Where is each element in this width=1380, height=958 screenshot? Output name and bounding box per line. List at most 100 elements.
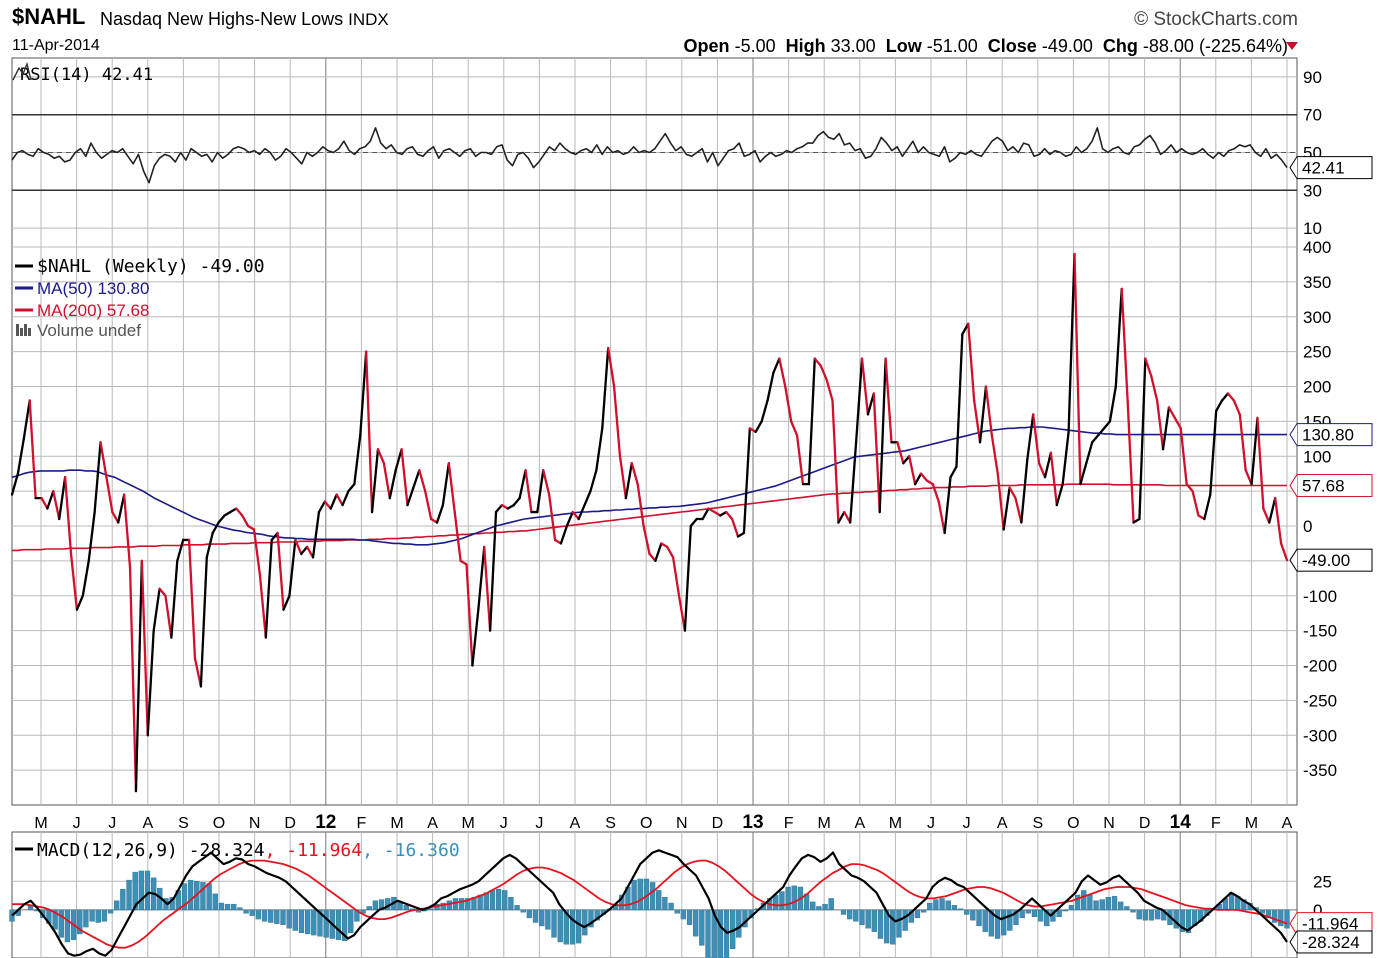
macd-histogram-bar xyxy=(662,897,668,911)
macd-histogram-bar xyxy=(686,909,693,925)
macd-histogram-bar xyxy=(619,894,625,911)
macd-histogram-bar xyxy=(114,900,120,911)
macd-histogram-bar xyxy=(200,882,206,911)
price-segment xyxy=(418,469,427,493)
price-segment xyxy=(990,434,999,475)
macd-histogram-bar xyxy=(1031,909,1038,917)
macd-histogram-bar xyxy=(348,909,354,934)
brand-logo[interactable]: © StockCharts.com xyxy=(1134,9,1298,31)
price-segment xyxy=(1079,462,1088,486)
price-segment xyxy=(760,399,769,423)
x-tick-label: N xyxy=(1103,815,1115,832)
price-segment xyxy=(730,517,740,538)
macd-histogram-bar xyxy=(1001,909,1007,936)
price-segment xyxy=(447,462,456,514)
x-tick-label: A xyxy=(997,815,1008,832)
price-segment xyxy=(477,545,486,611)
x-tick-label: J xyxy=(963,815,971,832)
price-tick-label: -350 xyxy=(1303,761,1337,780)
price-segment xyxy=(837,510,846,524)
price-segment xyxy=(134,559,144,793)
macd-histogram-bar xyxy=(840,909,847,915)
price-segment xyxy=(1244,469,1253,486)
open-label: Open xyxy=(683,36,730,56)
ma200-line xyxy=(12,483,1287,552)
price-segment xyxy=(577,503,586,521)
price-segment xyxy=(235,507,244,517)
macd-histogram-bar xyxy=(1093,900,1099,911)
high-label: High xyxy=(785,36,826,56)
price-tick-label: 200 xyxy=(1303,378,1331,397)
price-segment xyxy=(583,489,592,507)
x-tick-label: S xyxy=(605,815,616,832)
price-tick-label: -300 xyxy=(1303,726,1337,745)
price-segment xyxy=(1008,486,1017,500)
price-segment xyxy=(1203,493,1212,521)
macd-histogram-bar xyxy=(1228,892,1235,911)
macd-histogram-bar xyxy=(563,909,570,945)
macd-histogram-bar xyxy=(138,870,145,911)
macd-histogram-bar xyxy=(964,909,970,915)
price-segment xyxy=(571,510,580,521)
price-segment xyxy=(784,385,793,423)
macd-histogram-bar xyxy=(77,909,83,935)
price-segment xyxy=(648,552,657,563)
price-segment xyxy=(388,469,397,500)
macd-histogram-bar xyxy=(631,879,637,911)
price-segment xyxy=(241,514,250,528)
macd-histogram-bar xyxy=(914,909,921,919)
rsi-legend-icon xyxy=(12,61,32,81)
price-segment xyxy=(1209,409,1218,496)
price-segment xyxy=(536,469,545,514)
price-segment xyxy=(913,472,923,486)
price-tick-label: 100 xyxy=(1303,447,1331,466)
macd-histogram-bar xyxy=(939,898,945,911)
price-segment xyxy=(353,434,362,486)
macd-histogram-bar xyxy=(132,871,138,911)
price-segment xyxy=(878,357,887,514)
macd-histogram-bar xyxy=(483,892,489,911)
macd-histogram-bar xyxy=(268,909,274,923)
price-segment xyxy=(81,559,90,597)
price-segment xyxy=(908,455,917,486)
macd-histogram-bar xyxy=(526,909,533,919)
macd-histogram-bar xyxy=(994,909,1001,939)
macd-histogram-bar xyxy=(637,878,643,911)
price-segment xyxy=(512,496,521,507)
macd-histogram-bar xyxy=(736,909,742,938)
macd-histogram-bar xyxy=(1081,890,1087,911)
macd-histogram-bar xyxy=(508,897,514,911)
price-segment xyxy=(1268,496,1277,524)
macd-histogram-bar xyxy=(181,883,188,911)
price-segment xyxy=(412,469,421,489)
price-segment xyxy=(276,531,285,611)
x-tick-label: N xyxy=(249,815,261,832)
price-tick-label: 300 xyxy=(1303,308,1331,327)
macd-histogram-bar xyxy=(656,890,662,911)
price-segment xyxy=(1215,399,1224,413)
x-tick-label: M xyxy=(818,815,831,832)
macd-histogram-bar xyxy=(1074,894,1081,911)
price-segment xyxy=(494,503,504,514)
chart-date: 11-Apr-2014 xyxy=(12,37,100,54)
price-segment xyxy=(99,441,108,479)
price-segment xyxy=(1120,287,1129,402)
price-segment xyxy=(790,420,799,437)
price-segment xyxy=(22,399,31,440)
price-segment xyxy=(1185,482,1194,493)
x-tick-label: F xyxy=(1211,815,1221,832)
price-segment xyxy=(795,434,805,486)
macd-histogram-bar xyxy=(502,890,508,911)
macd-histogram-bar xyxy=(366,906,372,911)
price-segment xyxy=(158,587,167,597)
chg-value: -88.00 (-225.64%) xyxy=(1142,36,1288,56)
volume-legend-icon xyxy=(20,328,23,336)
price-tick-label: 0 xyxy=(1303,517,1312,536)
macd-histogram-bar xyxy=(255,909,262,920)
x-tick-label: A xyxy=(142,815,153,832)
price-tick-label: -100 xyxy=(1303,587,1337,606)
macd-histogram-bar xyxy=(1136,909,1142,920)
price-segment xyxy=(1138,357,1147,521)
rsi-last-label: 42.41 xyxy=(1302,159,1345,178)
macd-histogram-bar xyxy=(723,909,730,958)
